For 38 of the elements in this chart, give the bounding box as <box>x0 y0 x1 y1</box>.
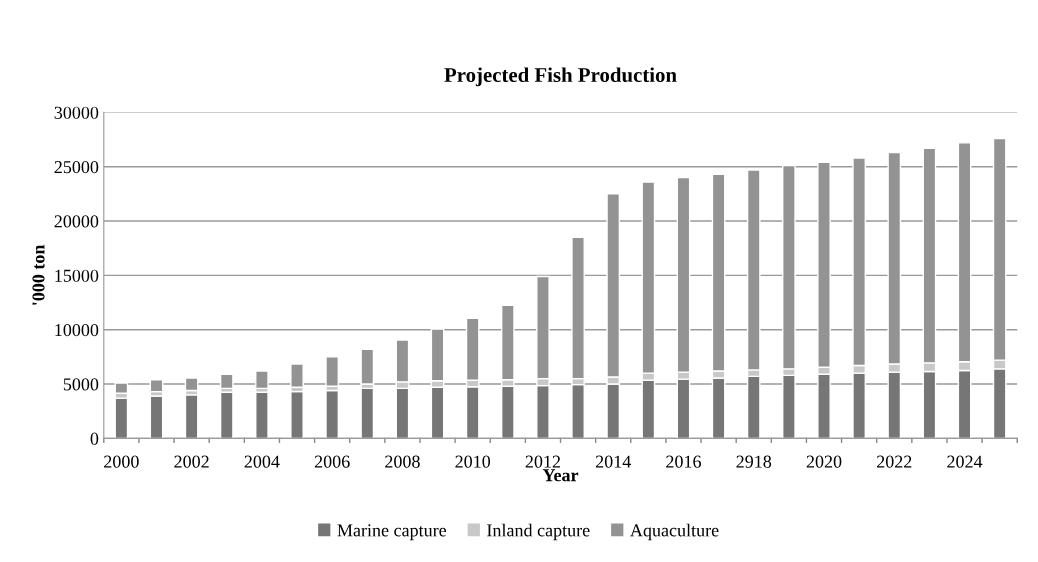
chart-title: Projected Fish Production <box>444 67 677 87</box>
bar <box>325 389 340 439</box>
y-tick-label: 30000 <box>54 106 99 119</box>
x-tick-label: 2022 <box>877 455 912 468</box>
x-tick-label: 2024 <box>947 455 983 468</box>
bar <box>219 391 234 439</box>
legend-label: Aquaculture <box>630 523 719 541</box>
bar <box>360 387 375 439</box>
y-tick-label: 20000 <box>54 215 99 228</box>
bar <box>184 394 199 439</box>
x-tick-label: 2012 <box>525 455 561 468</box>
y-axis-title: '000 ton <box>32 244 45 305</box>
x-tick-label: 2004 <box>244 455 280 468</box>
bar <box>571 383 585 439</box>
x-tick-label: 2016 <box>666 455 701 468</box>
bar <box>149 395 164 439</box>
x-tick-label: 2010 <box>455 455 491 468</box>
bar <box>255 391 269 439</box>
legend-label: Marine capture <box>337 524 447 541</box>
x-axis-title: Year <box>542 469 579 482</box>
x-tick-label: 2020 <box>806 455 842 468</box>
bar <box>395 387 410 439</box>
bar <box>746 375 761 439</box>
x-tick-label: 2002 <box>174 455 209 468</box>
y-tick-label: 5000 <box>63 378 99 391</box>
y-tick-label: 10000 <box>55 323 99 337</box>
y-tick-label: 0 <box>90 432 99 445</box>
bar <box>290 390 304 439</box>
x-tick-label: 2000 <box>104 455 139 468</box>
x-tick-label: 2014 <box>595 455 631 468</box>
legend-label: Inland capture <box>487 523 590 541</box>
x-tick-label: 2918 <box>736 455 772 468</box>
x-tick-label: 2008 <box>385 455 420 468</box>
bar <box>782 374 796 439</box>
y-tick-label: 15000 <box>55 269 99 282</box>
bar <box>114 397 129 439</box>
y-tick-label: 25000 <box>54 160 99 174</box>
x-tick-label: 2006 <box>314 455 350 468</box>
